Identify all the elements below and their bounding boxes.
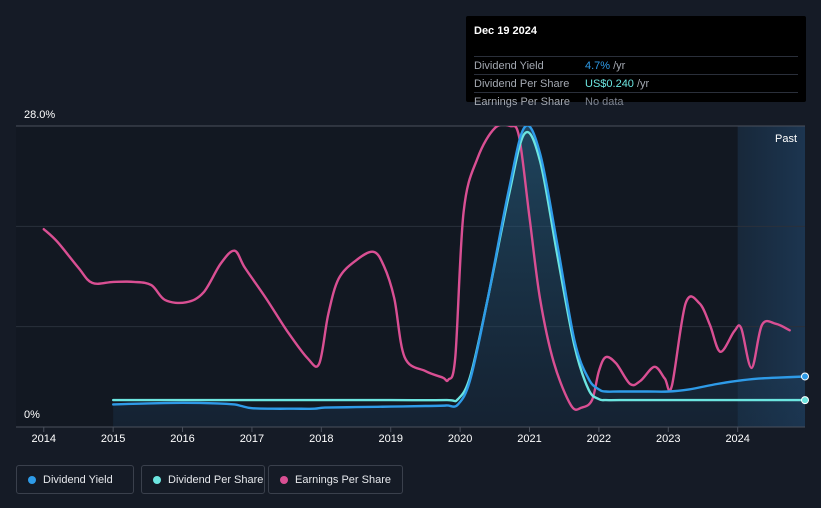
tooltip-unit: /yr xyxy=(613,60,626,72)
legend-label: Dividend Per Share xyxy=(168,473,264,486)
x-tick-label: 2024 xyxy=(725,433,749,445)
legend-dot-icon xyxy=(28,475,36,484)
x-tick-label: 2014 xyxy=(32,433,56,445)
tooltip-date: Dec 19 2024 xyxy=(474,25,537,37)
tooltip-unit: /yr xyxy=(636,78,650,90)
x-tick-label: 2019 xyxy=(378,433,402,445)
plot-background xyxy=(16,126,805,427)
dividend-per-share-end-marker xyxy=(801,396,809,405)
tooltip-row-earnings-per-share: Earnings Per Share No data xyxy=(474,92,798,111)
x-tick-label: 2020 xyxy=(448,433,472,445)
tooltip-value: No data xyxy=(585,96,627,108)
tooltip-row-dividend-per-share: Dividend Per Share US$0.240/yr xyxy=(474,74,798,93)
x-tick-label: 2017 xyxy=(240,433,264,445)
legend-earnings-per-share[interactable]: Earnings Per Share xyxy=(268,465,403,494)
gridlines xyxy=(16,125,805,328)
tooltip-number: No data xyxy=(585,96,624,108)
legend-dividend-yield[interactable]: Dividend Yield xyxy=(16,465,134,494)
x-tick-label: 2023 xyxy=(656,433,680,445)
y-axis-top-label: 28.0% xyxy=(24,109,55,121)
x-tick-label: 2022 xyxy=(587,433,611,445)
x-tick-label: 2016 xyxy=(170,433,194,445)
legend-dot-icon xyxy=(153,475,161,484)
legend-label: Earnings Per Share xyxy=(295,473,391,486)
dividend-yield-end-marker xyxy=(801,372,809,381)
tooltip-label: Dividend Per Share xyxy=(474,78,570,90)
y-axis-bottom-label: 0% xyxy=(24,409,40,421)
dividend-per-share-line xyxy=(112,130,805,403)
x-tick-label: 2021 xyxy=(517,433,541,445)
x-tick-label: 2015 xyxy=(101,433,125,445)
tooltip-value: 4.7%/yr xyxy=(585,60,625,72)
legend-dividend-per-share[interactable]: Dividend Per Share xyxy=(141,465,265,494)
past-label: Past xyxy=(775,133,797,145)
earnings-per-share-line xyxy=(42,126,791,411)
tooltip-number: US$0.240 xyxy=(585,78,634,90)
dividend-yield-area xyxy=(113,126,805,427)
tooltip-label: Dividend Yield xyxy=(474,60,544,72)
tooltip-label: Earnings Per Share xyxy=(474,96,570,108)
x-tick-label: 2018 xyxy=(309,433,333,445)
dividend-yield-line xyxy=(112,126,805,410)
legend-label: Dividend Yield xyxy=(43,473,113,486)
tooltip-value: US$0.240/yr xyxy=(585,78,649,90)
tooltip: Dec 19 2024 Dividend Yield 4.7%/yr Divid… xyxy=(466,16,806,108)
x-axis: 2014 2015 2016 2017 2018 2019 2020 2021 2022 2023… xyxy=(16,426,805,445)
legend-dot-icon xyxy=(280,475,288,484)
tooltip-number: 4.7% xyxy=(585,60,611,72)
tooltip-row-dividend-yield: Dividend Yield 4.7%/yr xyxy=(474,56,798,75)
